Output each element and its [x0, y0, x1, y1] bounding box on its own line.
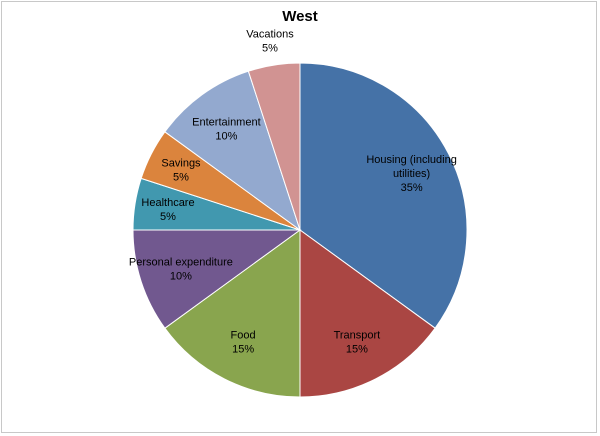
pie-value-label: 10%: [170, 271, 192, 283]
pie-category-label: Housing (including: [366, 154, 457, 166]
pie-value-label: 35%: [401, 182, 423, 194]
pie-label-entertainment: Entertainment 10%: [192, 117, 260, 143]
pie-slices: [132, 62, 468, 398]
pie-category-label: Food: [231, 330, 256, 342]
pie-category-label: Entertainment: [192, 117, 260, 129]
pie-label-vacations: Vacations 5%: [246, 28, 294, 54]
pie-category-label: Personal expenditure: [129, 257, 233, 269]
pie-label-personal-expenditure: Personal expenditure 10%: [129, 257, 233, 283]
pie-category-label: Savings: [161, 157, 201, 169]
pie-label-housing-including-utilities: Housing (including utilities) 35%: [366, 154, 457, 194]
pie-value-label: 10%: [215, 131, 237, 143]
pie-label-healthcare: Healthcare 5%: [141, 197, 194, 223]
pie-slice-personal-expenditure: [132, 229, 302, 329]
pie-category-label: Transport: [334, 330, 381, 342]
pie-slice-vacations: [247, 62, 301, 231]
pie-category-label: Vacations: [246, 28, 294, 40]
pie-value-label: 5%: [160, 211, 176, 223]
pie-label-food: Food 15%: [231, 330, 256, 356]
pie-slice-food: [164, 229, 301, 398]
pie-slice-transport: [299, 229, 436, 398]
pie-slice-entertainment: [164, 70, 301, 232]
pie-label-savings: Savings 5%: [161, 157, 201, 183]
pie-label-transport: Transport 15%: [334, 330, 381, 356]
pie-value-label: 15%: [232, 344, 254, 356]
pie-value-label: 15%: [346, 344, 368, 356]
pie-value-label: 5%: [173, 171, 189, 183]
pie-value-label: 5%: [262, 42, 278, 54]
chart-title: West: [282, 8, 318, 25]
pie-slice-housing-including-utilities: [299, 62, 468, 329]
pie-labels: Housing (including utilities) 35% Transport…: [129, 28, 457, 355]
pie-category-label: Healthcare: [141, 197, 194, 209]
pie-category-label: utilities): [393, 168, 430, 180]
